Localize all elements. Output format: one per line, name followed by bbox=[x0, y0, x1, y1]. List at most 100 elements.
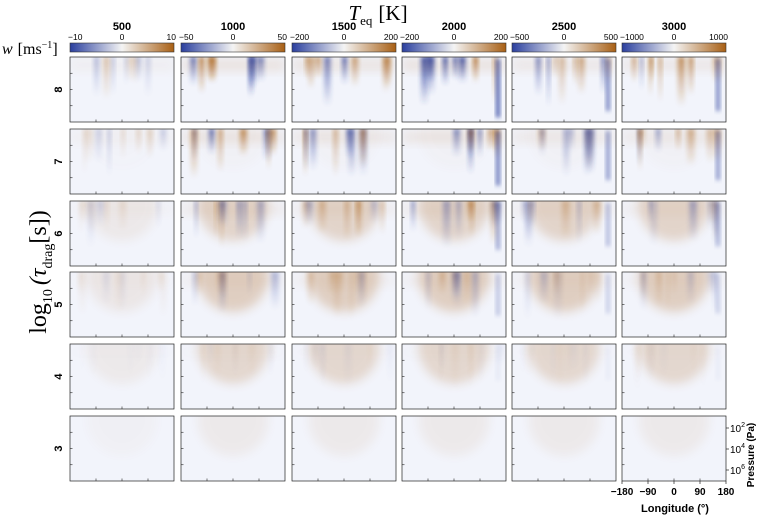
downwelling-streak bbox=[708, 201, 713, 231]
downwelling-streak bbox=[640, 272, 647, 311]
panel-teq1000-drag5 bbox=[180, 271, 286, 338]
nightside-downwelling bbox=[716, 203, 720, 247]
nightside-downwelling bbox=[496, 346, 500, 381]
panel-teq3000-drag3 bbox=[621, 415, 727, 482]
upwelling-streak bbox=[439, 344, 443, 386]
upwelling-streak bbox=[634, 344, 641, 394]
upwelling-streak bbox=[307, 272, 314, 306]
upwelling-streak bbox=[666, 272, 670, 310]
downwelling-streak bbox=[87, 201, 95, 249]
longitude-tick-label: −90 bbox=[640, 487, 657, 498]
panel-teq3000-drag6 bbox=[621, 200, 727, 267]
downwelling-streak bbox=[222, 272, 227, 313]
downwelling-streak bbox=[454, 272, 462, 310]
upper-band bbox=[512, 346, 616, 358]
upwelling-streak bbox=[565, 344, 571, 379]
upper-band bbox=[70, 346, 174, 358]
upwelling-streak bbox=[382, 57, 390, 94]
panel-teq2000-drag8 bbox=[401, 56, 507, 123]
downwelling-streak bbox=[304, 344, 308, 376]
upwelling-streak bbox=[349, 272, 354, 321]
panel-teq3000-drag7 bbox=[621, 128, 727, 195]
nightside-downwelling bbox=[496, 131, 500, 186]
panel-teq2000-drag3 bbox=[401, 415, 507, 482]
panel-field bbox=[512, 57, 616, 111]
panel-field bbox=[633, 344, 720, 405]
colorbar-tick-label: 10 bbox=[167, 32, 177, 42]
upwelling-streak bbox=[688, 57, 694, 96]
upper-band bbox=[512, 59, 616, 71]
upwelling-streak bbox=[336, 272, 344, 295]
longitude-tick-label: 0 bbox=[671, 487, 677, 498]
downwelling-streak bbox=[427, 57, 435, 96]
upwelling-streak bbox=[701, 344, 706, 393]
dayside-upwelling bbox=[528, 344, 600, 384]
downwelling-streak bbox=[192, 272, 198, 307]
upper-band bbox=[292, 274, 396, 286]
nightside-downwelling bbox=[716, 346, 720, 381]
upper-band bbox=[402, 203, 506, 215]
upwelling-streak bbox=[691, 344, 696, 374]
upwelling-streak bbox=[268, 344, 276, 366]
upwelling-streak bbox=[308, 57, 314, 90]
panel-teq1500-drag7 bbox=[291, 128, 397, 195]
upwelling-streak bbox=[355, 272, 360, 296]
panel-teq2500-drag7 bbox=[511, 128, 617, 195]
panel-teq500-drag7 bbox=[69, 128, 175, 195]
panel-teq1500-drag6 bbox=[291, 200, 397, 267]
upwelling-streak bbox=[104, 201, 109, 232]
downwelling-streak bbox=[426, 272, 431, 310]
colorbar-tick-label: −500 bbox=[510, 32, 529, 42]
downwelling-streak bbox=[535, 57, 541, 96]
nightside-downwelling bbox=[716, 131, 720, 181]
panel-teq1000-drag6 bbox=[180, 200, 286, 267]
downwelling-streak bbox=[190, 57, 197, 86]
downwelling-streak bbox=[124, 57, 128, 86]
row-label-6: 6 bbox=[53, 230, 65, 236]
downwelling-streak bbox=[194, 201, 198, 239]
upwelling-streak bbox=[588, 272, 595, 295]
longitude-tick-label: −180 bbox=[611, 487, 634, 498]
downwelling-streak bbox=[442, 57, 448, 86]
downwelling-streak bbox=[250, 57, 257, 87]
upwelling-streak bbox=[638, 129, 642, 172]
downwelling-streak bbox=[712, 272, 717, 315]
downwelling-streak bbox=[583, 344, 588, 387]
downwelling-streak bbox=[344, 344, 352, 387]
upwelling-streak bbox=[82, 129, 87, 174]
downwelling-streak bbox=[323, 57, 331, 107]
dayside-upwelling bbox=[638, 416, 710, 456]
upper-band bbox=[181, 131, 285, 143]
panel-teq500-drag5 bbox=[69, 271, 175, 338]
panel-teq2500-drag6 bbox=[511, 200, 617, 267]
upwelling-streak bbox=[328, 272, 335, 296]
longitude-tick-label: 90 bbox=[694, 487, 706, 498]
upper-band bbox=[70, 203, 174, 215]
panel-teq3000-drag5 bbox=[621, 271, 727, 338]
upwelling-streak bbox=[214, 344, 221, 379]
upwelling-streak bbox=[677, 57, 685, 107]
upper-band bbox=[181, 59, 285, 71]
colorbar-1000 bbox=[180, 42, 286, 53]
upwelling-streak bbox=[580, 272, 585, 316]
downwelling-streak bbox=[271, 272, 279, 310]
downwelling-streak bbox=[93, 57, 100, 97]
downwelling-streak bbox=[358, 272, 365, 308]
panel-field bbox=[638, 416, 710, 456]
colorbar-tick-label: 0 bbox=[120, 32, 125, 42]
panel-teq2500-drag8 bbox=[511, 56, 617, 123]
downwelling-streak bbox=[160, 129, 167, 152]
panel-field bbox=[418, 344, 505, 405]
upper-band bbox=[512, 131, 616, 143]
upwelling-streak bbox=[121, 129, 126, 160]
upwelling-streak bbox=[658, 57, 663, 103]
panel-field bbox=[181, 201, 285, 262]
panel-field bbox=[181, 57, 285, 99]
upwelling-streak bbox=[463, 272, 471, 305]
nightside-downwelling bbox=[606, 203, 610, 247]
panel-field bbox=[292, 272, 396, 333]
figure-title: Teq [K] bbox=[348, 1, 407, 28]
upwelling-streak bbox=[356, 201, 360, 237]
downwelling-streak bbox=[145, 57, 151, 98]
